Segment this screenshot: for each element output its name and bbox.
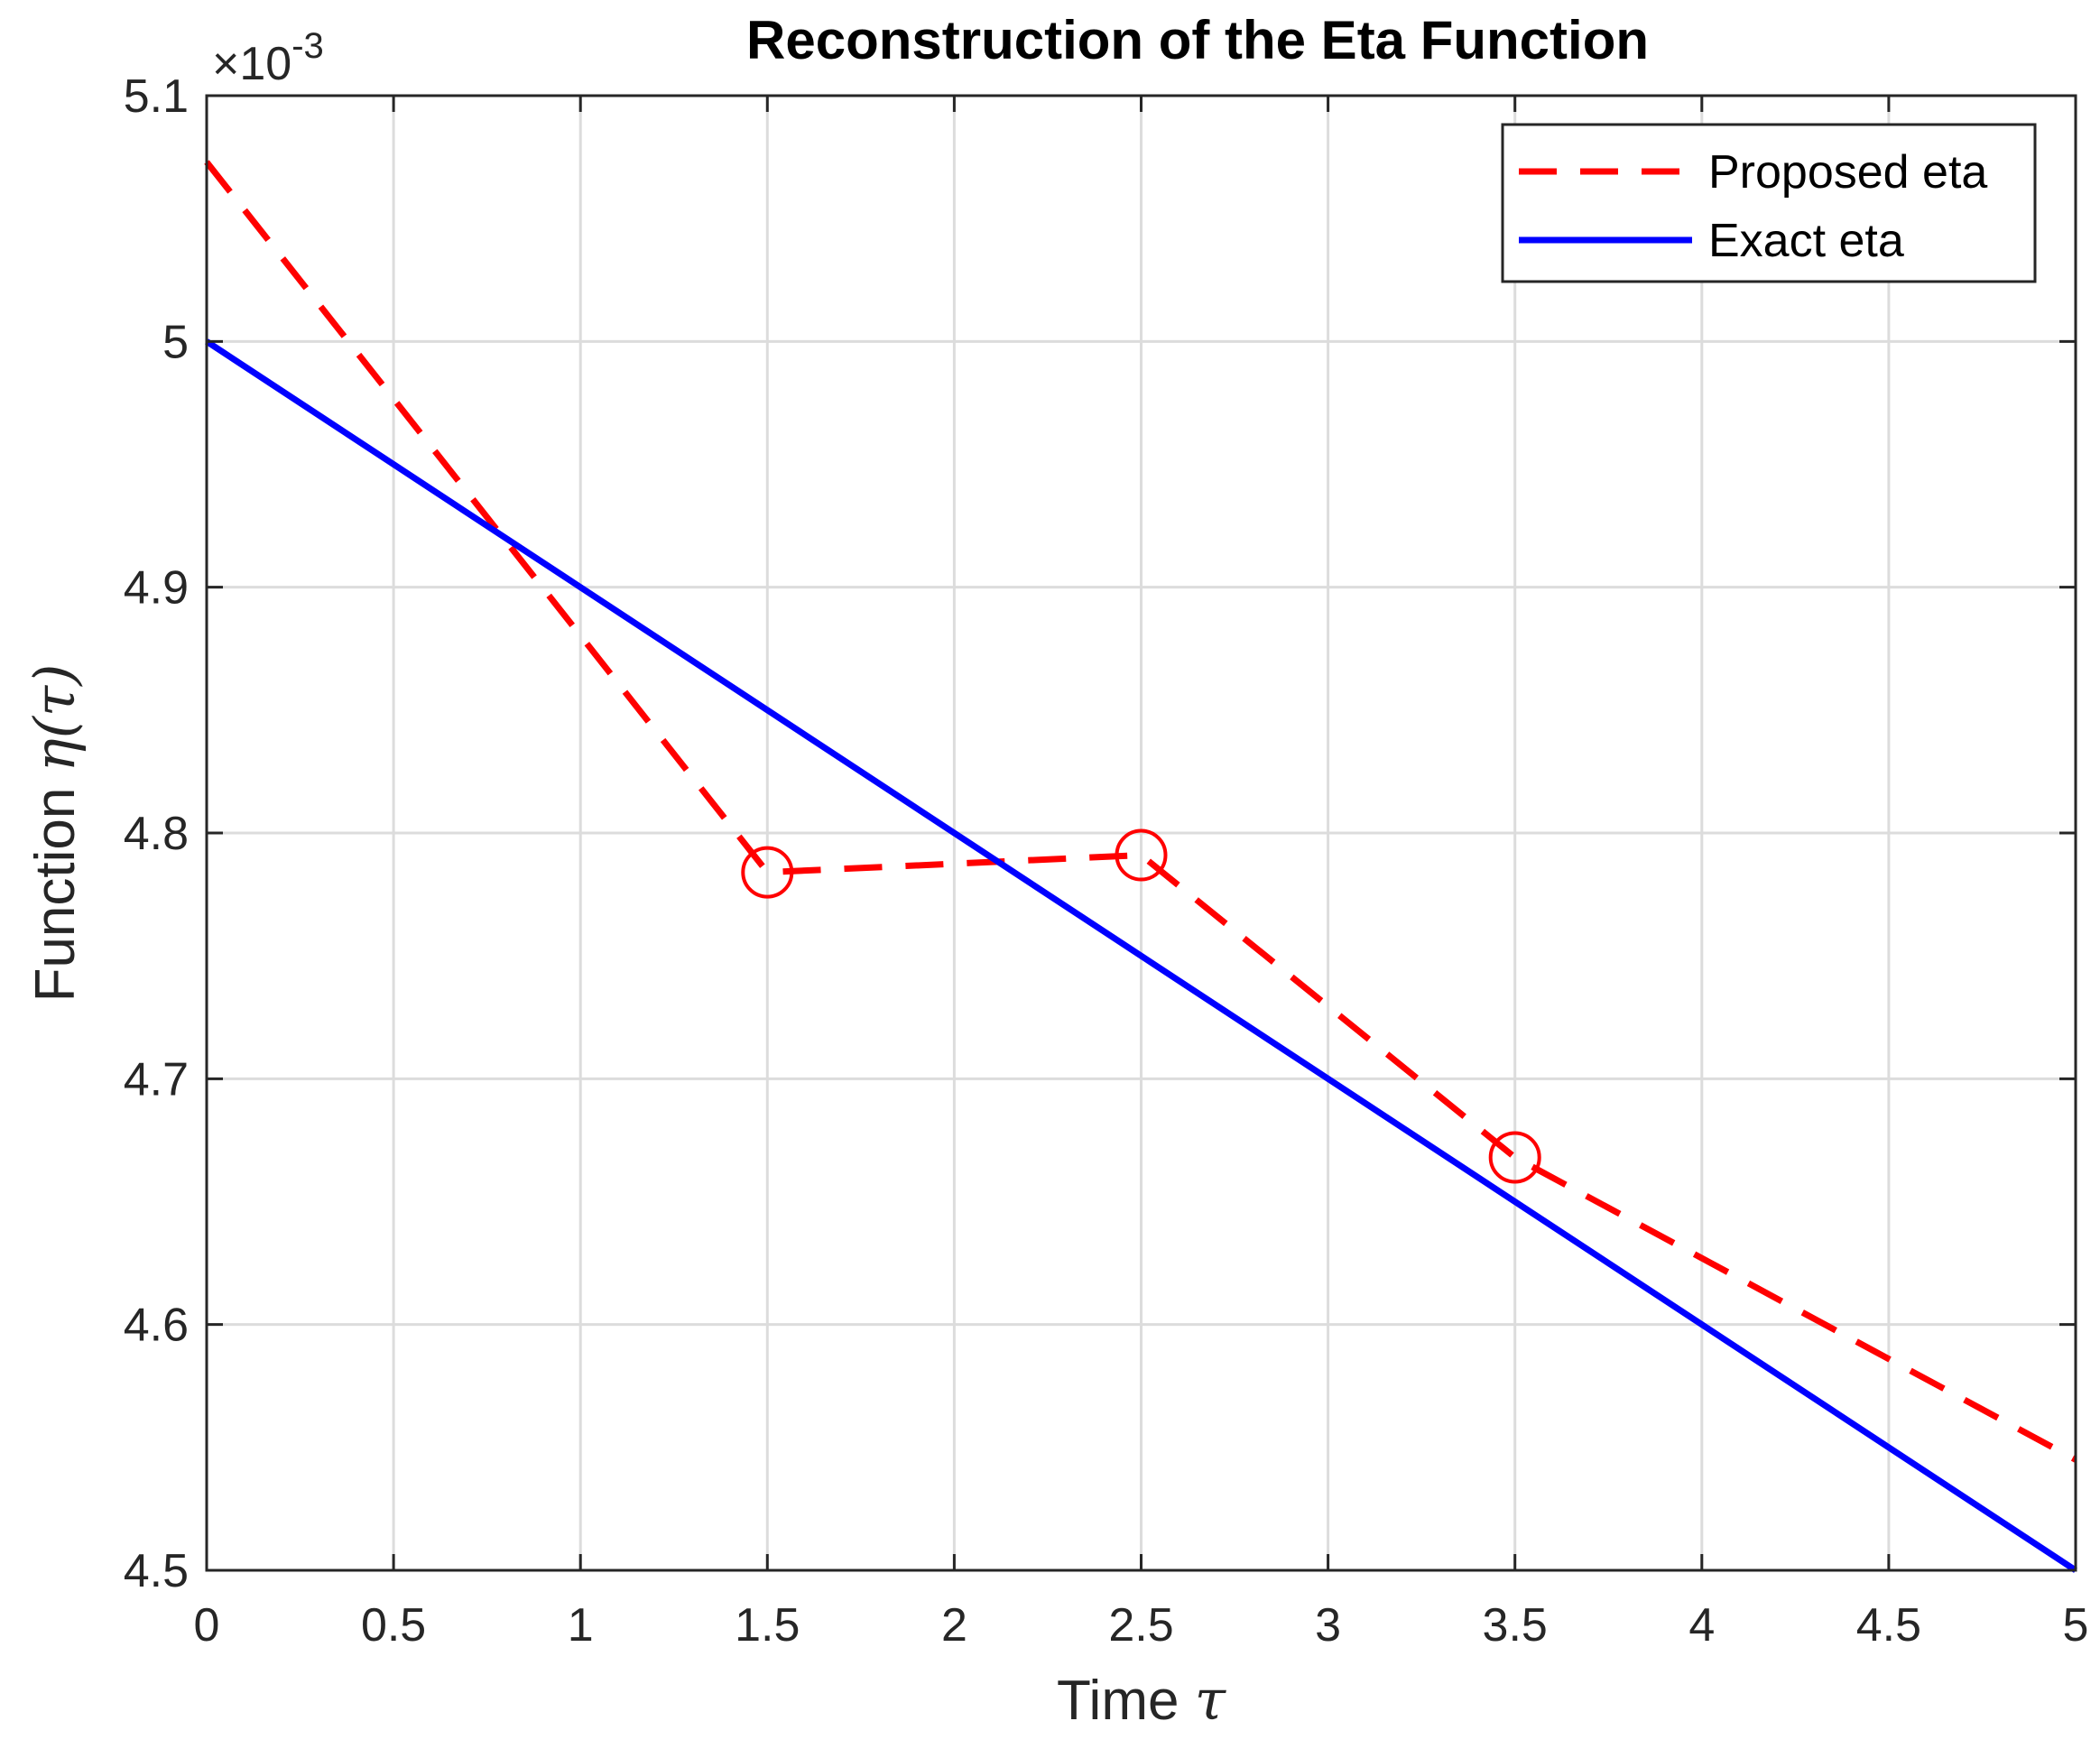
x-tick-label: 2.5 xyxy=(1108,1599,1173,1652)
x-tick-label: 1.5 xyxy=(735,1599,800,1652)
legend-box xyxy=(1501,123,2037,283)
y-tick-label: 4.6 xyxy=(124,1300,189,1352)
y-tick-label: 4.9 xyxy=(124,562,189,615)
y-axis-label: Function η(τ) xyxy=(22,664,88,1003)
x-tick-label: 0 xyxy=(194,1599,220,1652)
data-point-marker xyxy=(741,846,794,899)
series-line-proposed-eta xyxy=(204,160,2077,1463)
y-exponent-label: ×10-3 xyxy=(212,26,324,90)
x-tick-label: 3 xyxy=(1315,1599,1341,1652)
y-tick-label: 4.8 xyxy=(124,808,189,860)
y-tick-label: 5 xyxy=(162,316,189,368)
x-axis-label: Time τ xyxy=(1057,1667,1227,1733)
x-tick-label: 3.5 xyxy=(1483,1599,1548,1652)
legend-label: Proposed eta xyxy=(1708,146,1987,199)
x-tick-label: 4 xyxy=(1688,1599,1715,1652)
y-tick-label: 4.5 xyxy=(124,1545,189,1597)
axes-box xyxy=(205,94,2077,1572)
data-point-marker xyxy=(1115,828,1168,882)
x-tick-label: 0.5 xyxy=(361,1599,426,1652)
legend-label: Exact eta xyxy=(1708,215,1904,267)
y-tick-label: 5.1 xyxy=(124,70,189,123)
chart-title: Reconstruction of the Eta Function xyxy=(746,10,1649,70)
data-point-marker xyxy=(1488,1131,1541,1184)
x-tick-label: 5 xyxy=(2063,1599,2089,1652)
x-tick-label: 2 xyxy=(941,1599,967,1652)
x-tick-label: 1 xyxy=(568,1599,594,1652)
x-tick-label: 4.5 xyxy=(1856,1599,1921,1652)
y-tick-label: 4.7 xyxy=(124,1053,189,1106)
series-line-exact-eta xyxy=(205,338,2077,1573)
